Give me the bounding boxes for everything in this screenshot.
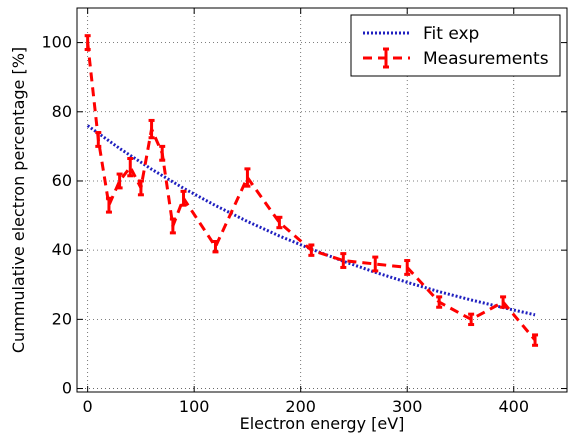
y-tick-label: 20 <box>52 309 72 328</box>
y-tick-label: 0 <box>62 379 72 398</box>
error-bar <box>404 259 411 276</box>
legend: Fit exp Measurements <box>350 14 561 77</box>
error-bar <box>436 295 443 309</box>
error-bar <box>105 196 112 214</box>
error-bar <box>212 240 219 254</box>
error-bar <box>180 189 187 207</box>
error-bar <box>95 131 102 148</box>
measurement-series <box>84 34 539 347</box>
error-bar <box>500 295 507 309</box>
x-axis-label: Electron energy [eV] <box>240 414 405 433</box>
fit-line <box>86 124 536 317</box>
error-bar <box>340 252 347 269</box>
error-bar <box>276 215 283 230</box>
error-bar <box>372 255 379 273</box>
measurement-line <box>86 42 537 342</box>
x-tick-label: 300 <box>392 397 423 416</box>
y-axis-label: Cummulative electron percentage [%] <box>9 47 28 353</box>
x-tick-label: 200 <box>285 397 316 416</box>
error-bar <box>127 156 134 178</box>
error-bar <box>169 217 176 235</box>
error-bar <box>148 118 155 140</box>
error-bar <box>532 333 539 347</box>
error-bar <box>468 312 475 327</box>
y-tick-label: 40 <box>52 240 72 259</box>
error-bar <box>308 243 315 257</box>
x-tick-label: 400 <box>498 397 529 416</box>
error-bar <box>84 34 91 52</box>
x-tick-label: 0 <box>83 397 93 416</box>
error-bar <box>159 144 166 162</box>
y-tick-label: 60 <box>52 171 72 190</box>
fit-series <box>86 124 536 317</box>
error-bar <box>137 179 144 197</box>
error-bar <box>244 167 251 188</box>
y-tick-label: 80 <box>52 102 72 121</box>
x-tick-label: 100 <box>179 397 210 416</box>
plot-frame <box>76 7 568 393</box>
legend-fit-label: Fit exp <box>423 24 479 44</box>
legend-measurements-label: Measurements <box>423 49 549 69</box>
y-tick-label: 100 <box>41 33 72 52</box>
axis-ticks: 0 100 200 300 400 0 20 40 60 80 100 <box>41 8 567 416</box>
legend-measurements-swatch <box>363 47 410 69</box>
error-bar <box>116 172 123 190</box>
